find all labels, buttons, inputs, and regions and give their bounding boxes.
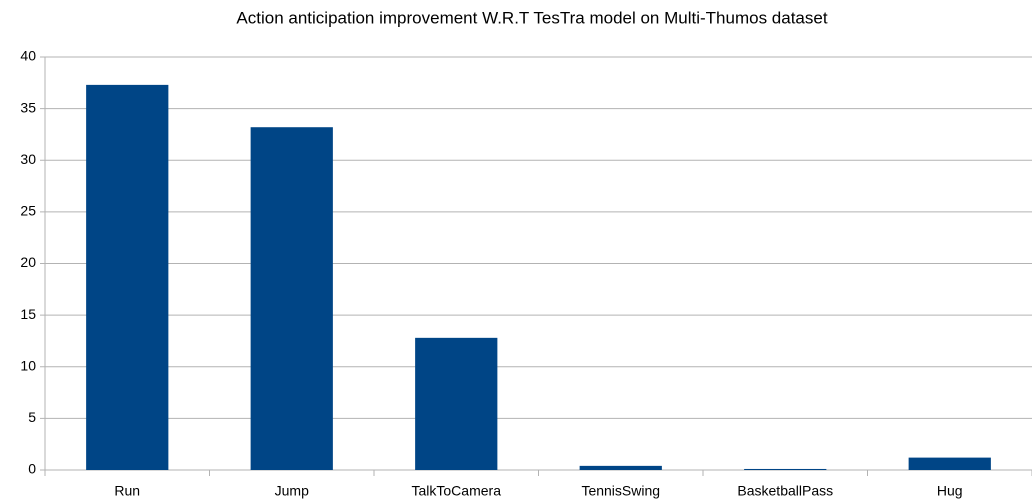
y-tick-label: 25	[20, 203, 36, 219]
bar	[415, 337, 498, 470]
y-tick-label: 0	[28, 461, 36, 477]
y-tick-label: 35	[20, 99, 36, 115]
bar	[908, 457, 991, 470]
y-tick-label: 30	[20, 151, 36, 167]
x-tick-label: Jump	[275, 483, 309, 499]
bar	[250, 127, 333, 471]
x-tick-label: BasketballPass	[737, 483, 833, 499]
x-tick-label: TennisSwing	[581, 483, 660, 499]
y-tick-label: 15	[20, 306, 36, 322]
bar	[744, 468, 827, 470]
x-tick-label: TalkToCamera	[412, 483, 502, 499]
y-tick-label: 20	[20, 254, 36, 270]
y-tick-label: 5	[28, 409, 36, 425]
y-tick-label: 40	[20, 48, 36, 64]
x-tick-label: Run	[114, 483, 140, 499]
x-tick-label: Hug	[937, 483, 963, 499]
bar	[579, 465, 662, 470]
y-tick-label: 10	[20, 357, 36, 373]
chart-title: Action anticipation improvement W.R.T Te…	[236, 8, 827, 27]
bar	[86, 84, 169, 470]
